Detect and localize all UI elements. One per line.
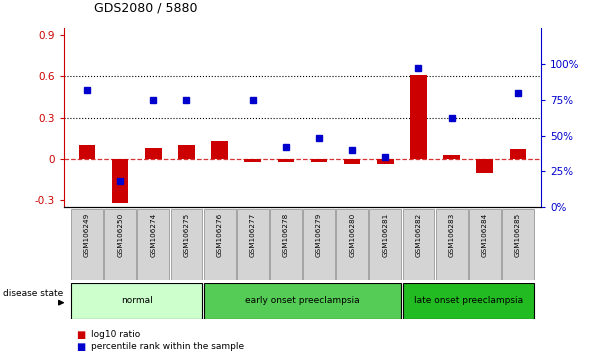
Text: GSM106278: GSM106278 (283, 212, 289, 257)
FancyBboxPatch shape (71, 209, 103, 280)
FancyBboxPatch shape (270, 209, 302, 280)
Bar (377, 159, 393, 165)
Text: GSM106274: GSM106274 (150, 212, 156, 257)
Bar (443, 155, 460, 159)
FancyBboxPatch shape (71, 283, 202, 319)
Text: GSM106284: GSM106284 (482, 212, 488, 257)
Bar (145, 148, 162, 159)
Bar (112, 159, 128, 203)
Text: GSM106275: GSM106275 (184, 212, 190, 257)
FancyBboxPatch shape (502, 209, 534, 280)
FancyBboxPatch shape (237, 209, 269, 280)
Text: disease state: disease state (3, 289, 63, 298)
FancyBboxPatch shape (469, 209, 500, 280)
Bar (244, 159, 261, 162)
Bar (477, 159, 493, 173)
Text: GSM106282: GSM106282 (415, 212, 421, 257)
Text: GSM106285: GSM106285 (515, 212, 521, 257)
Bar (344, 159, 361, 165)
Text: log10 ratio: log10 ratio (91, 330, 140, 339)
FancyBboxPatch shape (436, 209, 468, 280)
Bar (311, 159, 327, 162)
Text: GSM106280: GSM106280 (349, 212, 355, 257)
Text: GSM106250: GSM106250 (117, 212, 123, 257)
Text: percentile rank within the sample: percentile rank within the sample (91, 342, 244, 352)
Bar (79, 145, 95, 159)
Text: ■: ■ (76, 330, 85, 339)
FancyBboxPatch shape (204, 283, 401, 319)
FancyBboxPatch shape (370, 209, 401, 280)
FancyBboxPatch shape (105, 209, 136, 280)
FancyBboxPatch shape (171, 209, 202, 280)
Bar (510, 149, 526, 159)
Bar (278, 159, 294, 162)
Text: GSM106283: GSM106283 (449, 212, 455, 257)
Text: GSM106277: GSM106277 (250, 212, 256, 257)
Text: GSM106249: GSM106249 (84, 212, 90, 257)
FancyBboxPatch shape (402, 209, 434, 280)
FancyBboxPatch shape (303, 209, 335, 280)
Text: GDS2080 / 5880: GDS2080 / 5880 (94, 1, 198, 14)
Text: GSM106279: GSM106279 (316, 212, 322, 257)
Text: ■: ■ (76, 342, 85, 352)
FancyBboxPatch shape (336, 209, 368, 280)
Text: GSM106276: GSM106276 (216, 212, 223, 257)
Bar (410, 75, 427, 159)
Text: normal: normal (121, 296, 153, 306)
FancyBboxPatch shape (137, 209, 169, 280)
Bar (212, 141, 228, 159)
Text: late onset preeclampsia: late onset preeclampsia (413, 296, 523, 306)
Text: early onset preeclampsia: early onset preeclampsia (245, 296, 360, 306)
Text: GSM106281: GSM106281 (382, 212, 389, 257)
FancyBboxPatch shape (402, 283, 534, 319)
Bar (178, 145, 195, 159)
FancyBboxPatch shape (204, 209, 235, 280)
